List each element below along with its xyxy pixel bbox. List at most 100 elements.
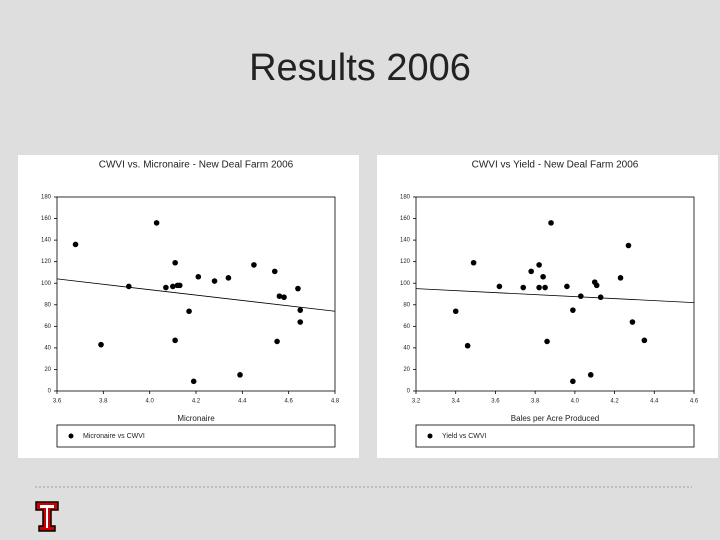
point xyxy=(251,262,257,268)
point xyxy=(225,275,232,281)
x-tick-label: 3.6 xyxy=(53,399,62,405)
point xyxy=(297,319,304,325)
plot-frame xyxy=(415,196,695,392)
logo-inner xyxy=(40,505,54,528)
chart-title: CWVI vs. Micronaire - New Deal Farm 2006 xyxy=(99,160,294,171)
point xyxy=(98,341,104,348)
point xyxy=(153,220,160,226)
legend-label: Yield vs CWVI xyxy=(442,433,487,440)
trendline xyxy=(56,278,336,312)
point xyxy=(452,308,459,315)
x-tick-label: 4.2 xyxy=(610,399,619,405)
x-axis-label: Micronaire xyxy=(177,414,215,423)
point xyxy=(578,293,584,299)
point xyxy=(274,338,280,345)
chart: CWVI vs Yield - New Deal Farm 2006 0 20 40 6… xyxy=(377,155,718,458)
legend-marker xyxy=(68,433,74,439)
point xyxy=(190,378,197,385)
y-tick-label: 140 xyxy=(41,238,52,244)
point xyxy=(72,241,79,248)
y-tick-label: 60 xyxy=(44,324,51,330)
point xyxy=(570,307,576,313)
x-tick-label: 4.8 xyxy=(331,399,340,405)
y-tick-label: 100 xyxy=(41,281,52,287)
x-tick-label: 4.6 xyxy=(284,399,293,405)
point xyxy=(625,242,632,249)
point xyxy=(295,285,301,292)
point xyxy=(126,283,132,290)
point xyxy=(570,378,576,385)
point xyxy=(195,273,202,280)
chart: CWVI vs. Micronaire - New Deal Farm 2006… xyxy=(18,155,359,458)
point xyxy=(593,282,600,289)
legend-box xyxy=(56,424,336,448)
legend-box xyxy=(415,424,695,448)
x-tick-label: 4.6 xyxy=(690,399,699,405)
point xyxy=(536,284,542,291)
point xyxy=(172,259,178,266)
point xyxy=(617,275,624,281)
y-tick-label: 0 xyxy=(48,389,52,395)
point xyxy=(564,283,570,290)
x-axis-label: Bales per Acre Produced xyxy=(511,414,600,423)
chart-panel xyxy=(18,155,359,458)
point xyxy=(172,337,178,344)
x-tick-label: 3.4 xyxy=(452,399,461,405)
y-tick-label: 180 xyxy=(400,195,411,201)
y-tick-label: 120 xyxy=(41,259,52,265)
point xyxy=(496,283,503,290)
y-tick-label: 160 xyxy=(41,216,52,222)
point xyxy=(464,342,471,349)
y-tick-label: 40 xyxy=(403,345,410,351)
x-tick-label: 3.8 xyxy=(531,399,540,405)
point xyxy=(170,283,176,290)
point xyxy=(536,262,542,268)
y-tick-label: 80 xyxy=(44,302,51,308)
legend-label: Micronaire vs CWVI xyxy=(83,433,145,440)
point xyxy=(186,308,192,315)
trendline xyxy=(415,288,695,304)
point xyxy=(587,372,594,378)
point xyxy=(641,337,648,344)
logo xyxy=(35,501,59,532)
y-tick-label: 20 xyxy=(403,367,410,373)
y-tick-label: 100 xyxy=(400,281,411,287)
chart-panel xyxy=(377,155,718,458)
x-tick-label: 3.8 xyxy=(99,399,108,405)
x-tick-label: 3.6 xyxy=(491,399,500,405)
y-tick-label: 60 xyxy=(403,324,410,330)
point xyxy=(211,278,218,284)
x-tick-label: 4.2 xyxy=(192,399,201,405)
y-tick-label: 160 xyxy=(400,216,411,222)
x-tick-label: 4.4 xyxy=(238,399,247,405)
y-tick-label: 0 xyxy=(407,389,411,395)
slide-title: Results 2006 xyxy=(249,47,471,89)
point xyxy=(548,220,554,226)
x-tick-label: 4.0 xyxy=(571,399,580,405)
y-tick-label: 40 xyxy=(44,345,51,351)
point xyxy=(297,307,304,313)
y-tick-label: 20 xyxy=(44,367,51,373)
point xyxy=(540,273,546,280)
y-tick-label: 80 xyxy=(403,302,410,308)
y-tick-label: 140 xyxy=(400,238,411,244)
point xyxy=(470,259,477,266)
point xyxy=(544,338,550,345)
point xyxy=(597,294,604,301)
legend-marker xyxy=(427,433,433,439)
point xyxy=(276,293,283,299)
point xyxy=(528,268,534,275)
y-tick-label: 120 xyxy=(400,259,411,265)
point xyxy=(163,284,169,291)
point xyxy=(520,284,527,291)
x-tick-label: 4.4 xyxy=(650,399,659,405)
x-tick-label: 4.0 xyxy=(145,399,154,405)
point xyxy=(237,372,243,378)
point xyxy=(281,294,287,301)
point xyxy=(271,268,278,275)
point xyxy=(542,284,548,291)
chart-title: CWVI vs Yield - New Deal Farm 2006 xyxy=(472,160,639,171)
point xyxy=(176,282,183,289)
point xyxy=(629,319,636,325)
